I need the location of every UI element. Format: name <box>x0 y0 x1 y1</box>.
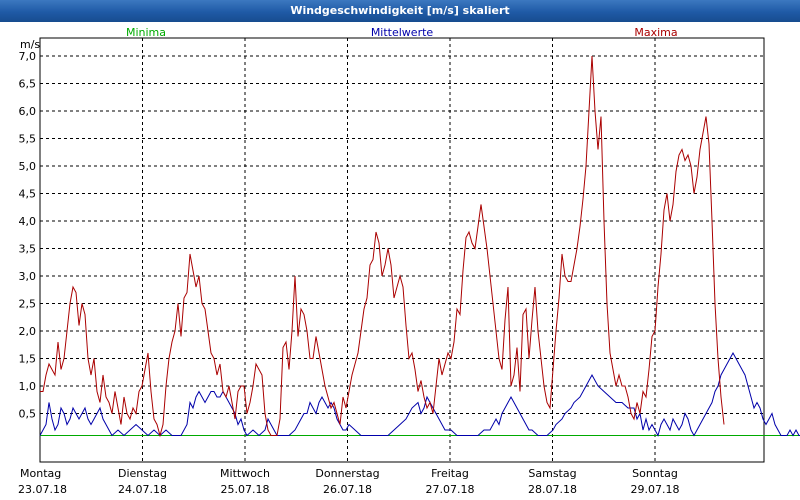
wind-speed-chart: 0,5 1,0 1,5 2,0 2,5 3,0 3,5 4,0 4,5 5,0 5,5 6,0 6,5 7… <box>18 26 800 496</box>
x-tick-day-label: Dienstag <box>118 467 167 480</box>
y-tick-label: 3,0 <box>19 270 37 283</box>
y-tick-label: 2,0 <box>19 325 37 338</box>
x-tick-day-label: Samstag <box>528 467 576 480</box>
chart-title: Windgeschwindigkeit [m/s] skaliert <box>0 0 800 22</box>
x-tick-date-label: 23.07.18 <box>18 483 67 496</box>
y-tick-label: 0,5 <box>19 408 37 421</box>
x-tick-date-label: 26.07.18 <box>323 483 372 496</box>
y-tick-label: 6,0 <box>19 105 37 118</box>
y-tick-label: 4,0 <box>19 215 37 228</box>
x-tick-date-label: 27.07.18 <box>426 483 475 496</box>
y-tick-label: 5,5 <box>19 133 37 146</box>
legend-mittelwerte: Mittelwerte <box>371 26 434 39</box>
x-tick-date-label: 24.07.18 <box>118 483 167 496</box>
y-tick-label: 4,5 <box>19 188 37 201</box>
x-tick-date-label: 25.07.18 <box>221 483 270 496</box>
grid-layer <box>40 38 764 462</box>
x-tick-day-label: Donnerstag <box>315 467 379 480</box>
legend-maxima: Maxima <box>634 26 677 39</box>
series-minima-line <box>40 435 800 436</box>
y-tick-label: 7,0 <box>19 50 37 63</box>
series-mittelwerte-line <box>39 351 800 437</box>
y-tick-label: 1,5 <box>19 353 37 366</box>
y-tick-labels: 0,5 1,0 1,5 2,0 2,5 3,0 3,5 4,0 4,5 5,0 5,5 6,0 6,5 7… <box>19 50 37 421</box>
x-tick-date-label: 28.07.18 <box>528 483 577 496</box>
x-tick-date-label: 29.07.18 <box>631 483 680 496</box>
x-tick-day-label: Montag <box>20 467 61 480</box>
y-tick-label: 1,0 <box>19 380 37 393</box>
x-tick-day-label: Sonntag <box>632 467 678 480</box>
legend-minima: Minima <box>126 26 166 39</box>
x-tick-day-label: Freitag <box>431 467 469 480</box>
y-tick-label: 5,0 <box>19 160 37 173</box>
x-tick-day-label: Mittwoch <box>220 467 270 480</box>
y-tick-label: 2,5 <box>19 298 37 311</box>
series-layer <box>39 55 800 438</box>
y-tick-label: 6,5 <box>19 78 37 91</box>
y-tick-label: 3,5 <box>19 243 37 256</box>
y-axis-unit-label: m/s <box>20 38 40 51</box>
x-tick-labels: Montag 23.07.18 Dienstag 24.07.18 Mittwoch 25… <box>18 467 679 496</box>
series-maxima-line <box>40 55 725 438</box>
